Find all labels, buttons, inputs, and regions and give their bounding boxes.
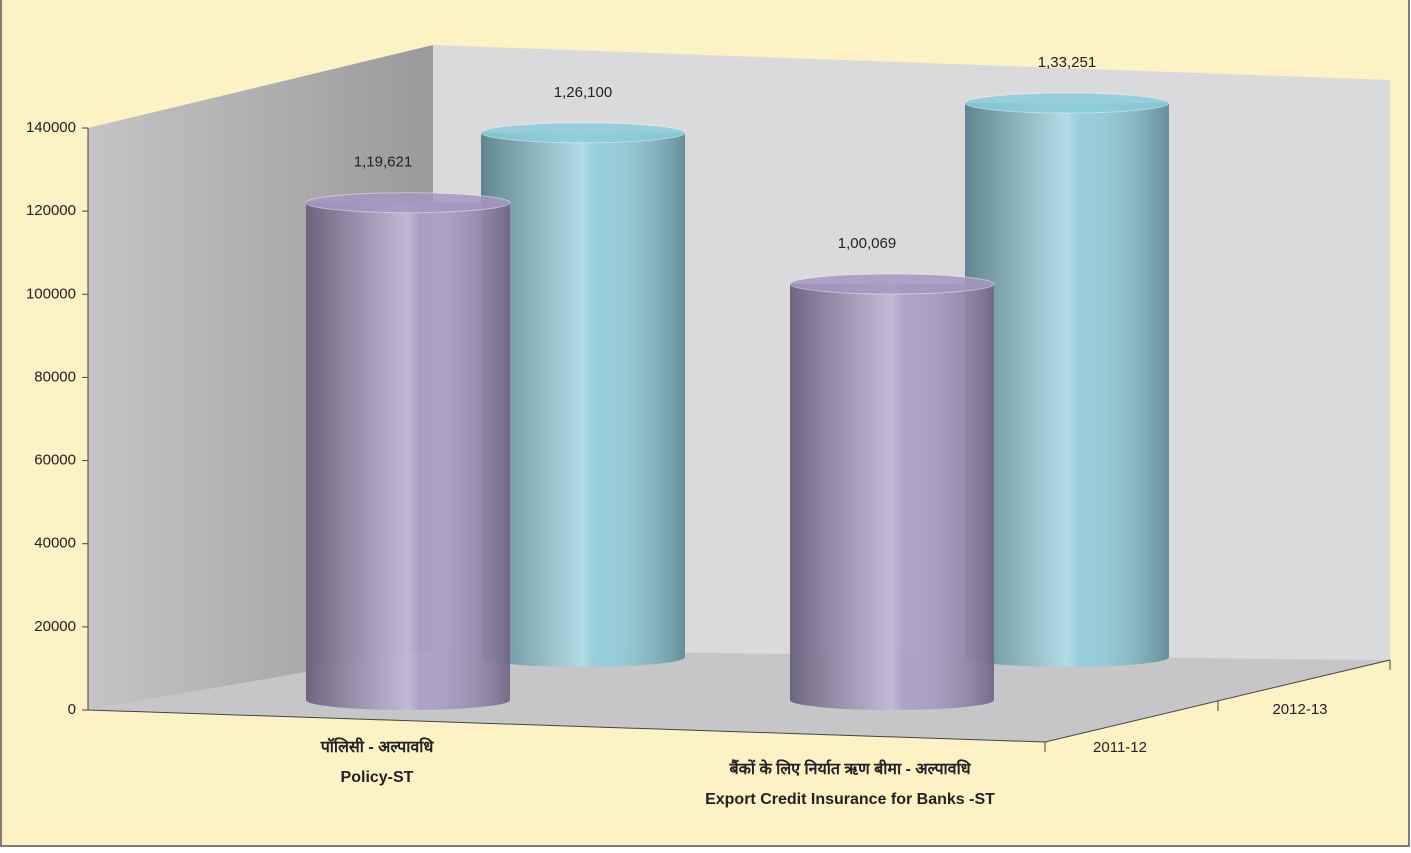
series-label: 2012-13 [1272, 701, 1327, 718]
series-label: 2011-12 [1093, 739, 1147, 756]
x-tick-label: Export Credit Insurance for Banks -ST [705, 791, 995, 808]
x-tick-label: Policy-ST [341, 769, 414, 786]
cylinder-top [964, 92, 1170, 114]
x-tick-label: बैंकों के लिए निर्यात ऋण बीमा - अल्पावधि [728, 759, 971, 778]
y-tick-label: 120000 [26, 202, 76, 219]
cylinder [964, 92, 1170, 667]
cylinder [480, 122, 686, 667]
x-tick-label: पॉलिसी - अल्पावधि [320, 737, 435, 756]
cylinder-top [789, 273, 995, 295]
value-label: 1,26,100 [554, 84, 612, 101]
y-tick-label: 100000 [26, 285, 76, 302]
cylinder-top [305, 192, 511, 214]
cylinder-shade [306, 202, 510, 710]
y-tick-label: 60000 [34, 452, 76, 469]
y-tick-label: 20000 [34, 618, 76, 635]
value-label: 1,19,621 [354, 154, 412, 171]
y-tick-label: 0 [68, 701, 76, 718]
y-tick-label: 40000 [34, 535, 76, 552]
cylinder [305, 192, 511, 710]
value-label: 1,00,069 [838, 235, 896, 252]
y-tick-label: 80000 [34, 368, 76, 385]
x-axis [87, 709, 1046, 743]
value-label: 1,33,251 [1038, 54, 1096, 71]
cylinder-shade [965, 103, 1169, 667]
cylinder-shade [481, 132, 685, 667]
cylinder [789, 273, 995, 710]
cylinder-top [480, 122, 686, 144]
cylinder-shade [790, 283, 994, 710]
y-tick-label: 140000 [26, 119, 76, 136]
